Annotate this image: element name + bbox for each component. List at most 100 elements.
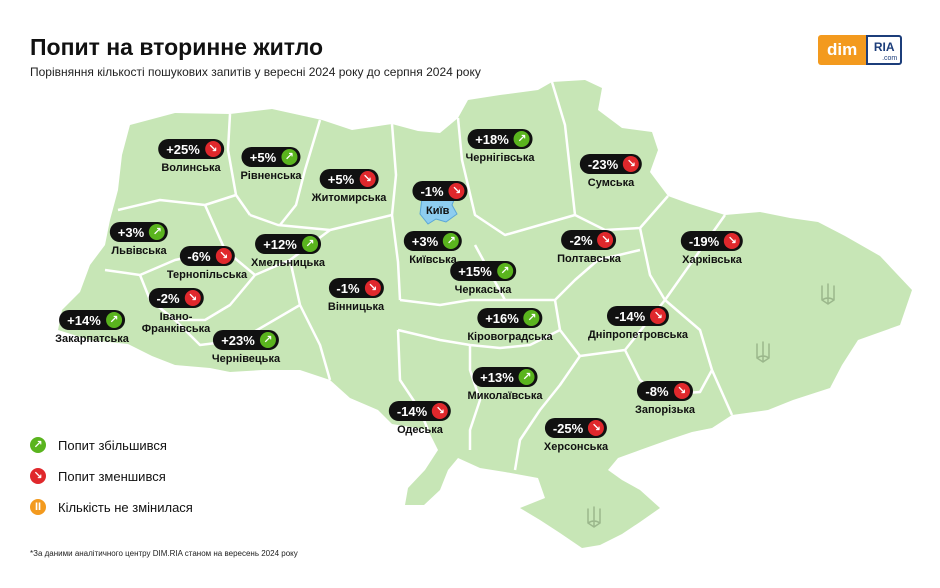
region-name: Житомирська — [311, 192, 387, 204]
logo-ria: RIA .com — [866, 35, 903, 65]
region-name: Черкаська — [454, 284, 512, 296]
region-name: Миколаївська — [467, 390, 543, 402]
trend-up-icon: ↗ — [149, 224, 166, 240]
legend-item-up: ↗ Попит збільшився — [30, 437, 193, 453]
change-badge: +14% ↗ — [59, 310, 125, 330]
trend-down-icon: ↘ — [184, 290, 201, 306]
change-value: -2% — [156, 290, 180, 306]
footnote: *За даними аналітичного центру DIM.RIA с… — [30, 549, 298, 558]
change-badge: +13% ↗ — [472, 367, 538, 387]
region-name: Чернівецька — [211, 353, 281, 365]
change-badge: +16% ↗ — [477, 308, 543, 328]
change-badge: -2% ↘ — [148, 288, 204, 308]
region-dnipropetrovska: -14% ↘ Дніпропетровська — [588, 306, 688, 341]
trend-down-icon: ↘ — [673, 383, 690, 399]
region-chernivetska: +23% ↗ Чернівецька — [212, 330, 280, 365]
change-value: +14% — [67, 312, 101, 328]
region-khmelnytska: +12% ↗ Хмельницька — [251, 234, 325, 269]
region-name: Одеська — [397, 424, 443, 436]
region-name: Херсонська — [543, 441, 609, 453]
trend-down-icon: ↘ — [448, 183, 465, 199]
region-zhytomyrska: +5% ↘ Житомирська — [311, 169, 387, 204]
region-ivano-frankivska: -2% ↘ Івано- Франківська — [142, 288, 210, 335]
region-odeska: -14% ↘ Одеська — [388, 401, 452, 436]
change-badge: +3% ↗ — [403, 231, 463, 251]
change-badge: +5% ↘ — [319, 169, 379, 189]
trident-icon — [756, 341, 770, 363]
trend-up-icon: ↗ — [523, 310, 540, 326]
page-subtitle: Порівняння кількості пошукових запитів у… — [30, 65, 481, 79]
trend-down-icon: ↘ — [30, 468, 46, 484]
trend-down-icon: ↘ — [364, 280, 381, 296]
region-name: Кіровоградська — [467, 331, 553, 343]
change-badge: +25% ↘ — [158, 139, 224, 159]
trend-up-icon: ↗ — [496, 263, 513, 279]
region-sumska: -23% ↘ Сумська — [579, 154, 643, 189]
change-badge: +3% ↗ — [109, 222, 169, 242]
change-badge: +18% ↗ — [467, 129, 533, 149]
legend-label: Попит збільшився — [58, 437, 167, 453]
trident-icon — [587, 506, 601, 528]
change-value: -6% — [187, 248, 211, 264]
trend-down-icon: ↘ — [215, 248, 232, 264]
region-cherkaska: +15% ↗ Черкаська — [450, 261, 516, 296]
change-value: +3% — [411, 233, 439, 249]
region-name: Рівненська — [240, 170, 302, 182]
region-volynska: +25% ↘ Волинська — [158, 139, 224, 174]
trend-up-icon: ↗ — [30, 437, 46, 453]
logo-ria-domain: .com — [882, 55, 898, 62]
change-badge: +15% ↗ — [450, 261, 516, 281]
change-value: +23% — [221, 332, 255, 348]
change-badge: +12% ↗ — [255, 234, 321, 254]
change-value: +3% — [117, 224, 145, 240]
region-lvivska: +3% ↗ Львівська — [109, 222, 169, 257]
change-badge: -23% ↘ — [579, 154, 643, 174]
change-badge: -1% ↘ — [328, 278, 384, 298]
legend-label: Попит зменшився — [58, 468, 166, 484]
trend-up-icon: ↗ — [443, 233, 460, 249]
region-vinnytska: -1% ↘ Вінницька — [328, 278, 384, 313]
change-value: +15% — [458, 263, 492, 279]
trend-down-icon: ↘ — [623, 156, 640, 172]
region-khersonska: -25% ↘ Херсонська — [544, 418, 608, 453]
change-badge: -14% ↘ — [388, 401, 452, 421]
region-name: Київська — [409, 254, 457, 266]
region-rivnenska: +5% ↗ Рівненська — [240, 147, 302, 182]
region-name: Полтавська — [557, 253, 621, 265]
change-badge: -2% ↘ — [561, 230, 617, 250]
change-value: -14% — [614, 308, 646, 324]
change-badge: -1% ↘ — [412, 181, 468, 201]
change-value: -14% — [396, 403, 428, 419]
change-value: +25% — [166, 141, 200, 157]
logo-dim: dim — [818, 35, 867, 65]
change-value: +12% — [263, 236, 297, 252]
trend-down-icon: ↘ — [650, 308, 667, 324]
trend-down-icon: ↘ — [204, 141, 221, 157]
trend-down-icon: ↘ — [359, 171, 376, 187]
trend-up-icon: ↗ — [518, 369, 535, 385]
region-poltavska: -2% ↘ Полтавська — [557, 230, 621, 265]
change-value: -19% — [688, 233, 720, 249]
trend-down-icon: ↘ — [588, 420, 605, 436]
trend-up-icon: ↗ — [281, 149, 298, 165]
logo-ria-text: RIA — [873, 40, 895, 54]
region-name: Хмельницька — [251, 257, 325, 269]
region-name: Івано- Франківська — [141, 311, 211, 335]
region-zakarpatska: +14% ↗ Закарпатська — [55, 310, 129, 345]
legend: ↗ Попит збільшився ↘ Попит зменшився II … — [30, 437, 193, 530]
region-name: Закарпатська — [55, 333, 129, 345]
trident-emblems — [587, 283, 835, 528]
change-badge: -19% ↘ — [680, 231, 744, 251]
trend-down-icon: ↘ — [597, 232, 614, 248]
change-badge: -6% ↘ — [179, 246, 235, 266]
change-badge: -25% ↘ — [544, 418, 608, 438]
change-value: -2% — [569, 232, 593, 248]
region-zaporizka: -8% ↘ Запорізька — [635, 381, 695, 416]
region-chernihivska: +18% ↗ Чернігівська — [466, 129, 534, 164]
trident-icon — [821, 283, 835, 305]
pause-icon: II — [30, 499, 46, 515]
change-badge: +23% ↗ — [213, 330, 279, 350]
trend-up-icon: ↗ — [301, 236, 318, 252]
change-badge: -14% ↘ — [606, 306, 670, 326]
change-value: -1% — [420, 183, 444, 199]
